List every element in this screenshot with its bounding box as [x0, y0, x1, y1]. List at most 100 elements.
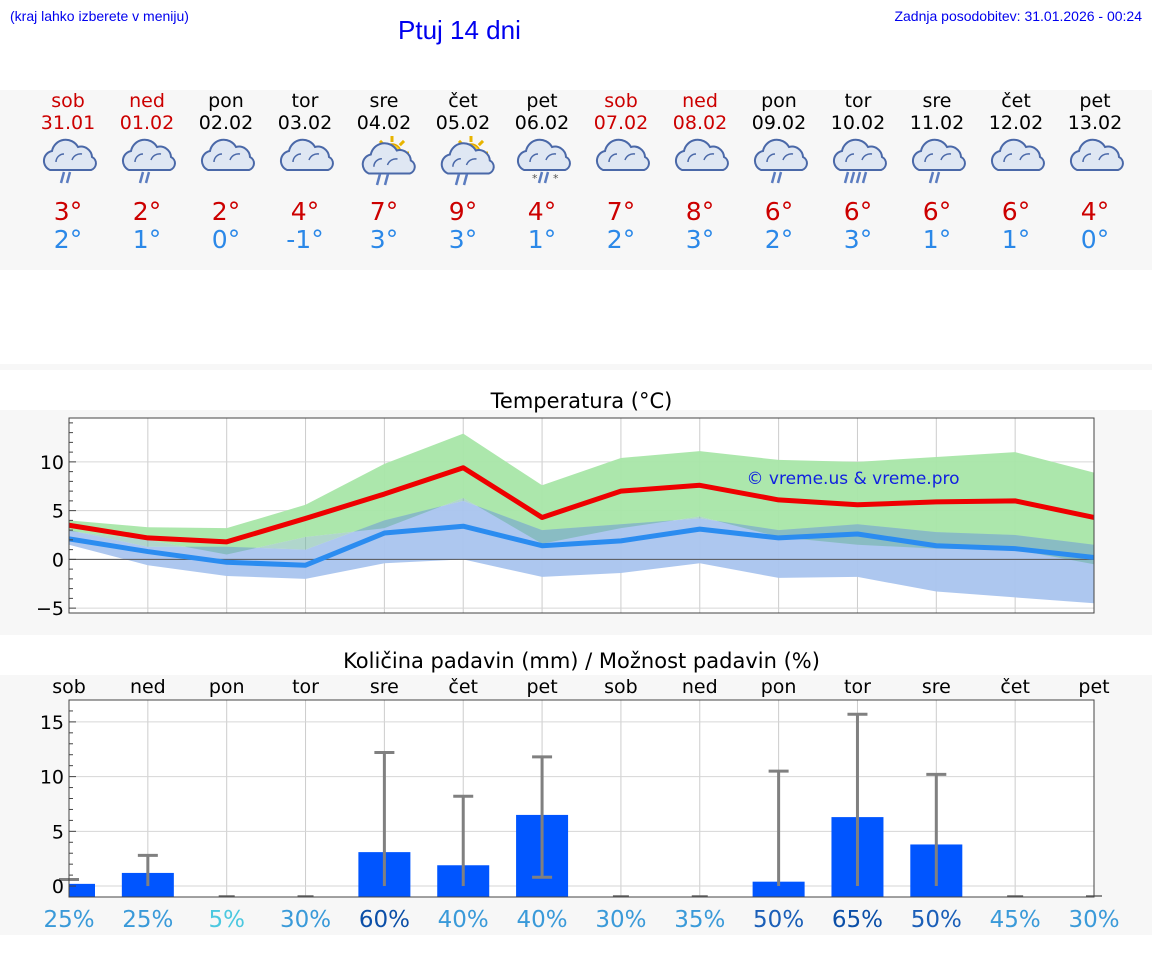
- min-temp: 0°: [211, 225, 241, 254]
- min-temp: 1°: [1001, 225, 1031, 254]
- cloud-icon: [1069, 138, 1124, 171]
- day-date: 11.02: [909, 112, 965, 134]
- max-temp: 2°: [132, 197, 162, 226]
- y-tick-label: 0: [52, 876, 64, 898]
- cloud-rain-icon: [121, 138, 176, 184]
- max-temp: 7°: [369, 197, 399, 226]
- cloud-icon: [279, 138, 334, 171]
- snow-flake: *: [532, 172, 538, 185]
- cloud-rain-icon: [911, 138, 966, 184]
- precip-probability: 65%: [832, 907, 883, 933]
- cloud-shape: [595, 138, 650, 171]
- cloud-shape: [279, 138, 334, 171]
- cloud-detail: [608, 153, 618, 163]
- x-tick-label: ned: [130, 676, 166, 698]
- precip-probability: 50%: [753, 907, 804, 933]
- cloud-shape: [990, 138, 1045, 171]
- divider: [0, 364, 1152, 370]
- precip-probability: 30%: [595, 907, 646, 933]
- x-tick-label: ned: [682, 676, 718, 698]
- max-temp: 6°: [843, 197, 873, 226]
- cloud-icon: [200, 138, 255, 171]
- rain-drop: [861, 171, 868, 184]
- cloud-shape: [200, 138, 255, 171]
- cloud-detail: [782, 153, 794, 161]
- cloud-detail: [687, 153, 697, 163]
- day-column: čet 05.02 9° 3°: [423, 90, 503, 254]
- cloud-detail: [940, 153, 952, 161]
- cloud-shape: [1069, 138, 1124, 171]
- rain-drop: [849, 171, 856, 184]
- cloud-detail: [134, 153, 144, 163]
- rain-drop: [537, 171, 544, 184]
- x-tick-label: čet: [448, 676, 478, 698]
- day-name: čet: [1001, 90, 1031, 112]
- rain-drop: [855, 171, 862, 184]
- max-temp: 7°: [606, 197, 636, 226]
- precip-probability: 40%: [438, 907, 489, 933]
- x-tick-label: pon: [209, 676, 245, 698]
- last-updated: Zadnja posodobitev: 31.01.2026 - 00:24: [894, 8, 1142, 24]
- cloud-heavy-rain-icon: [832, 138, 887, 184]
- y-tick-label: 10: [40, 452, 64, 474]
- cloud-shape: [42, 138, 97, 171]
- cloud-detail: [71, 153, 83, 161]
- day-name: ned: [682, 90, 718, 112]
- day-column: tor 03.02 4° -1°: [265, 90, 345, 254]
- min-temp: 2°: [53, 225, 83, 254]
- rain-drop: [59, 171, 66, 184]
- day-name: sre: [922, 90, 952, 112]
- y-tick-label: 5: [52, 821, 64, 843]
- cloud-detail: [150, 153, 162, 161]
- max-temp: 6°: [1001, 197, 1031, 226]
- day-name: čet: [448, 90, 478, 112]
- max-temp: 8°: [685, 197, 715, 226]
- max-temp: 4°: [1080, 197, 1110, 226]
- sun-cloud-rain-icon: [440, 136, 495, 186]
- cloud-shape: [674, 138, 729, 171]
- min-temp-line: [68, 523, 1095, 568]
- precip-probability: 60%: [359, 907, 410, 933]
- location-menu-hint[interactable]: (kraj lahko izberete v meniju): [10, 8, 189, 24]
- temperature-chart: Temperatura (°C) 10 5 0 −5 © vreme.us & vreme…: [36, 389, 1095, 620]
- cloud-detail: [1082, 153, 1092, 163]
- rain-drop: [543, 171, 550, 184]
- rain-drop: [375, 173, 382, 186]
- max-temp-line: [68, 465, 1095, 545]
- day-date: 12.02: [988, 112, 1044, 134]
- x-tick-label: tor: [844, 676, 871, 698]
- rain-drop: [928, 171, 935, 184]
- cloud-detail: [308, 153, 320, 161]
- day-date: 03.02: [277, 112, 333, 134]
- cloud-detail: [292, 153, 302, 163]
- sun-cloud-rain-icon: [361, 136, 416, 186]
- x-tick-label: pet: [1078, 676, 1109, 698]
- cloud-detail: [55, 153, 65, 163]
- cloud-icon: [674, 138, 729, 171]
- sun-ray: [398, 139, 406, 147]
- rain-drop: [454, 173, 461, 186]
- y-tick-label: 0: [52, 549, 64, 571]
- day-name: sre: [369, 90, 399, 112]
- day-name: tor: [844, 90, 872, 112]
- snow-flake: *: [553, 172, 559, 185]
- precip-probability: 30%: [1068, 907, 1119, 933]
- day-name: pet: [1079, 90, 1111, 112]
- rain-drop: [144, 171, 151, 184]
- day-column: sre 04.02 7° 3°: [344, 90, 424, 254]
- min-temp: 1°: [922, 225, 952, 254]
- y-tick-label: 10: [40, 767, 64, 789]
- precip-bar: [69, 883, 95, 897]
- cloud-shape: [121, 138, 176, 171]
- sun-ray: [477, 139, 485, 147]
- cloud-detail: [529, 153, 539, 163]
- x-tick-label: sre: [922, 676, 951, 698]
- day-date: 13.02: [1067, 112, 1123, 134]
- plot-frame: [68, 417, 1095, 614]
- day-name: pet: [526, 90, 558, 112]
- cloud-detail: [1098, 153, 1110, 161]
- precip-probability: 5%: [208, 907, 245, 933]
- min-temp: 1°: [132, 225, 162, 254]
- min-temp: 3°: [685, 225, 715, 254]
- cloud-shape: [832, 138, 887, 171]
